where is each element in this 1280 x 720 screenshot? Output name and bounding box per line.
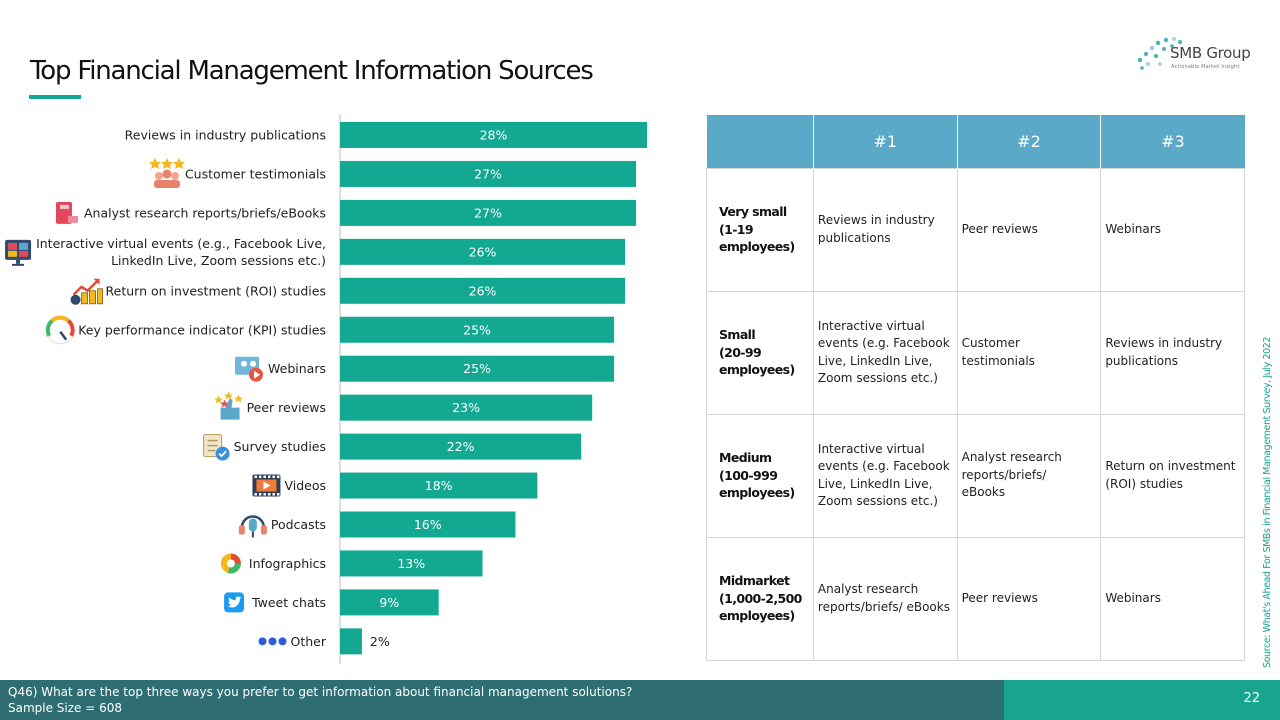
category-label: Infographics [249,556,326,571]
ranking-table: #1 #2 #3 Very small (1-19 employees) Review… [706,115,1245,661]
logo-tagline: Actionable Market Insight [1171,64,1240,70]
table-header-blank [706,115,814,168]
category-label: Other [291,634,327,649]
category-label: Analyst research reports/briefs/eBooks [84,205,326,220]
category-label: Survey studies [234,439,326,454]
rank-2-cell: Analyst research reports/briefs/eBooks [956,413,1102,538]
value-label: 16% [414,517,442,532]
segment-cell: Midmarket (1,000-2,500 employees) [706,536,814,661]
value-label: 26% [469,283,497,298]
bar [340,628,362,655]
table-row: Midmarket (1,000-2,500 employees) Analyst r… [706,536,1245,661]
value-label: 13% [397,556,425,571]
segment-cell: Very small (1-19 employees) [706,167,814,292]
podcast-icon [238,515,267,538]
value-label: 18% [425,478,453,493]
bar [340,511,516,538]
bar [340,199,637,226]
rank-3-cell: Webinars [1100,536,1245,661]
bar [340,472,538,499]
bar [340,394,593,421]
segment-cell: Medium (100-999 employees) [706,413,814,538]
rank-3-cell: Return on investment (ROI) studies [1100,413,1245,538]
category-label: Customer testimonials [185,166,326,181]
bar [340,550,483,577]
value-label: 27% [474,166,502,181]
table-header-rank-1: #1 [813,115,958,168]
bar-chart: 28% Reviews in industry publications 27% Cu… [5,114,647,664]
bar [340,589,439,616]
category-label: Videos [284,478,326,493]
bar [340,122,647,148]
footer-accent-bar: 22 [1004,680,1280,720]
value-label: 27% [474,205,502,220]
bar [340,316,615,343]
table-row: Medium (100-999 employees) Interactive virt… [706,413,1245,538]
category-label: Reviews in industry publications [125,128,326,143]
book-icon [55,201,78,224]
video-icon [252,474,281,497]
rank-1-cell: Analyst research reports/briefs/ eBooks [812,536,958,661]
value-label: 2% [370,634,390,649]
survey-question: Q46) What are the top three ways you pre… [8,685,633,699]
page-title: Top Financial Management Information Sou… [30,56,594,86]
gauge-icon [45,315,75,345]
value-label: 23% [452,400,480,415]
value-label: 26% [469,244,497,259]
category-label: Webinars [268,361,326,376]
category-label: Peer reviews [247,400,326,415]
value-label: 25% [463,322,491,337]
table-header-rank-2: #2 [957,115,1102,168]
sample-size: Sample Size = 608 [8,701,123,715]
rank-2-cell: Peer reviews [956,167,1102,292]
value-label: 25% [463,361,491,376]
bar [340,355,615,382]
table-header-rank-3: #3 [1100,115,1245,168]
page-number: 22 [1243,691,1260,706]
rank-2-cell: Customer testimonials [956,290,1102,415]
category-label: Return on investment (ROI) studies [106,283,326,298]
twitter-icon [224,592,245,613]
bar [340,238,626,265]
rank-2-cell: Peer reviews [956,536,1102,661]
value-label: 22% [447,439,475,454]
rank-1-cell: Reviews in industry publications [812,167,958,292]
value-label: 28% [480,128,508,143]
roi-chart-icon [70,278,103,305]
webinar-icon [235,356,264,382]
smb-logo-icon [1137,37,1182,70]
rank-1-cell: Interactive virtual events (e.g. Facebook… [812,290,958,415]
bar [340,433,582,460]
rank-3-cell: Reviews in industry publications [1100,290,1245,415]
pie-chart-icon [220,553,241,574]
rank-3-cell: Webinars [1100,167,1245,292]
footer-question-bar: Q46) What are the top three ways you pre… [0,680,1004,720]
table-row: Very small (1-19 employees) Reviews in indu… [706,167,1245,292]
title-underline [29,95,81,99]
dots-icon [258,637,287,646]
segment-cell: Small (20-99 employees) [706,290,814,415]
value-label: 9% [379,595,399,610]
category-label: Interactive virtual events (e.g., Facebo… [36,236,326,268]
category-label: Tweet chats [251,595,326,610]
rank-1-cell: Interactive virtual events (e.g. Facebook… [812,413,958,538]
category-label: Podcasts [271,517,326,532]
testimonial-icon [148,157,185,188]
logo-name: SMB Group [1170,44,1251,62]
bar [340,277,626,304]
table-row: Small (20-99 employees) Interactive virtual… [706,290,1245,415]
virtual-event-icon [5,239,32,266]
survey-icon [203,434,230,461]
source-note: Source: What's Ahead For SMBs in Financi… [1262,336,1273,668]
thumbs-up-icon [214,391,244,420]
bar [340,160,637,187]
category-label: Key performance indicator (KPI) studies [78,322,326,337]
